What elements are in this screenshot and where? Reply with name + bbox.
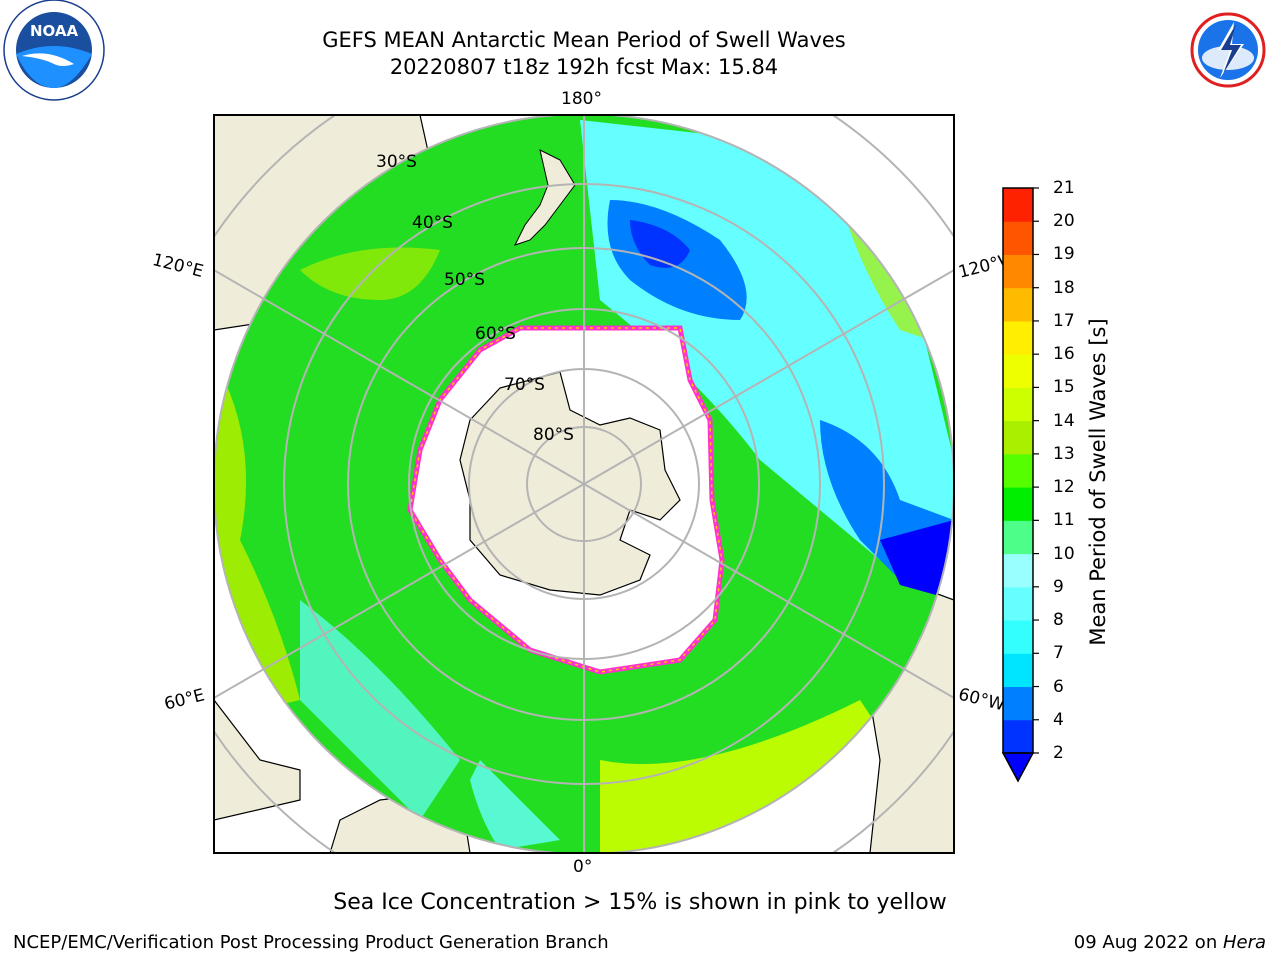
sea-ice-note: Sea Ice Concentration > 15% is shown in … bbox=[333, 890, 947, 915]
colorbar bbox=[1001, 187, 1039, 783]
colorbar-segment bbox=[1003, 320, 1033, 355]
noaa-logo: NOAA bbox=[3, 0, 105, 101]
colorbar-segment bbox=[1003, 221, 1033, 255]
chart-title: GEFS MEAN Antarctic Mean Period of Swell… bbox=[322, 28, 846, 52]
colorbar-tick-label: 18 bbox=[1053, 277, 1075, 298]
lon-label-0: 0° bbox=[573, 857, 593, 877]
colorbar-segment bbox=[1003, 620, 1033, 654]
colorbar-segment bbox=[1003, 387, 1033, 422]
colorbar-outline bbox=[1002, 187, 1034, 754]
colorbar-tick-label: 8 bbox=[1053, 610, 1064, 631]
colorbar-segment bbox=[1003, 188, 1033, 222]
antarctica-landmass bbox=[459, 371, 681, 596]
colorbar-tick-label: 21 bbox=[1053, 178, 1075, 198]
colorbar-tick-label: 4 bbox=[1053, 709, 1064, 730]
lat-label-80s: 80°S bbox=[533, 425, 574, 445]
colorbar-segment bbox=[1003, 553, 1033, 588]
colorbar-segment bbox=[1003, 586, 1033, 621]
colorbar-tick-label: 13 bbox=[1053, 443, 1075, 464]
footer-credit: NCEP/EMC/Verification Post Processing Pr… bbox=[13, 932, 609, 953]
colorbar-segment bbox=[1003, 520, 1033, 555]
map-frame bbox=[213, 114, 955, 854]
colorbar-segment bbox=[1003, 653, 1033, 688]
lat-label-40s: 40°S bbox=[412, 213, 453, 233]
footer-date-text: 09 Aug 2022 on bbox=[1073, 932, 1223, 953]
colorbar-tick-label: 12 bbox=[1053, 477, 1075, 498]
footer-host: Hera bbox=[1222, 932, 1266, 953]
chart-subtitle: 20220807 t18z 192h fcst Max: 15.84 bbox=[389, 55, 779, 79]
footer-date: 09 Aug 2022 on Hera bbox=[1074, 932, 1266, 953]
lon-label-180: 180° bbox=[561, 89, 602, 109]
colorbar-tick-label: 16 bbox=[1053, 344, 1075, 365]
colorbar-tick-label: 20 bbox=[1053, 211, 1075, 232]
colorbar-tick-label: 6 bbox=[1053, 676, 1064, 697]
svg-text:NOAA: NOAA bbox=[30, 22, 79, 40]
colorbar-segment bbox=[1003, 686, 1033, 721]
colorbar-tick-label: 14 bbox=[1053, 410, 1075, 431]
colorbar-segment bbox=[1003, 420, 1033, 455]
colorbar-segment bbox=[1003, 354, 1033, 388]
colorbar-tick-label: 11 bbox=[1053, 510, 1075, 531]
lat-label-70s: 70°S bbox=[504, 375, 545, 395]
colorbar-extend-arrow bbox=[1001, 752, 1035, 783]
colorbar-segment bbox=[1003, 254, 1033, 289]
colorbar-segment bbox=[1003, 453, 1033, 488]
lat-label-30s: 30°S bbox=[376, 152, 417, 172]
lat-label-60s: 60°S bbox=[475, 324, 516, 344]
colorbar-title: Mean Period of Swell Waves [s] bbox=[1086, 318, 1110, 646]
colorbar-segment bbox=[1003, 287, 1033, 322]
graticule bbox=[214, 115, 954, 853]
colorbar-segment bbox=[1003, 719, 1033, 754]
nws-logo bbox=[1178, 0, 1278, 100]
colorbar-tick-label: 15 bbox=[1053, 377, 1075, 398]
lat-label-50s: 50°S bbox=[444, 270, 485, 290]
colorbar-tick-label: 19 bbox=[1053, 244, 1075, 265]
colorbar-tick-label: 9 bbox=[1053, 576, 1064, 597]
colorbar-tick-label: 17 bbox=[1053, 310, 1075, 331]
colorbar-tick-label: 7 bbox=[1053, 643, 1064, 664]
colorbar-tick-label: 2 bbox=[1053, 743, 1064, 763]
colorbar-segment bbox=[1003, 487, 1033, 521]
colorbar-tick-label: 10 bbox=[1053, 543, 1075, 564]
